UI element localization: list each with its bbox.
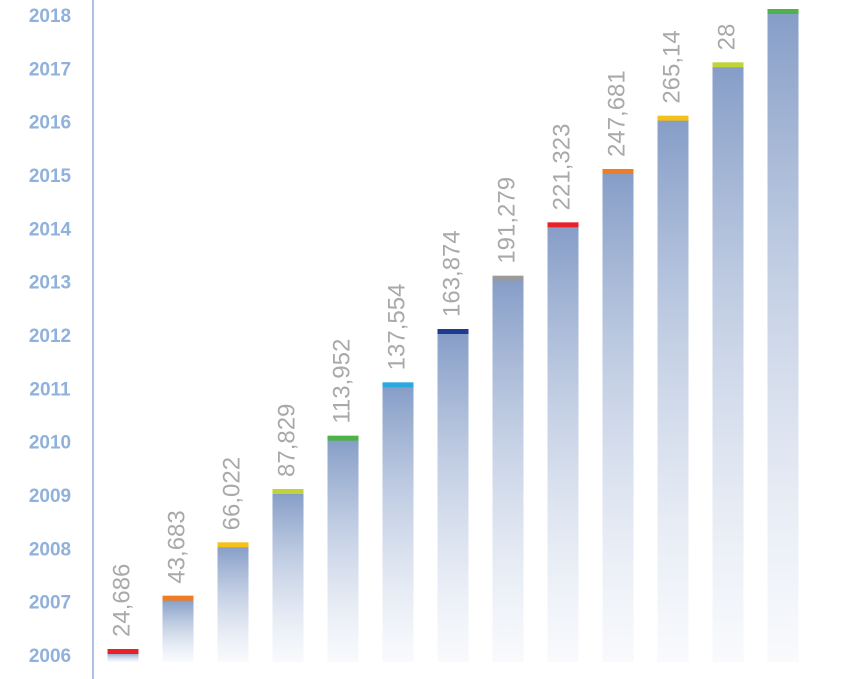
bar: [547, 226, 579, 663]
value-label: 66,022: [218, 457, 245, 530]
bar-cap: [547, 222, 579, 228]
bar-cap: [437, 329, 469, 334]
year-label: 2014: [29, 219, 72, 240]
year-label: 2010: [29, 433, 71, 454]
bar-cap: [217, 542, 249, 548]
year-label: 2006: [29, 646, 71, 667]
bar-cap: [272, 489, 304, 494]
bar-cap: [712, 62, 744, 68]
bar: [382, 386, 414, 662]
year-label: 2008: [29, 539, 71, 560]
value-label: 163,874: [438, 230, 465, 317]
value-label: 28: [713, 24, 740, 51]
bar-cap: [162, 595, 194, 601]
value-label: 24,686: [108, 564, 135, 637]
year-label: 2015: [29, 166, 72, 187]
year-label: 2012: [29, 326, 71, 347]
value-label: 87,829: [273, 404, 300, 477]
value-label: 113,952: [328, 339, 355, 424]
value-label: 265,14: [658, 30, 685, 103]
bar: [107, 653, 139, 662]
year-label: 2013: [29, 273, 71, 294]
value-label: 247,681: [603, 70, 630, 157]
bar-cap: [492, 275, 524, 281]
year-label: 2016: [29, 113, 71, 134]
value-label: 137,554: [383, 284, 410, 371]
value-label: 43,683: [163, 510, 190, 583]
year-label: 2017: [29, 59, 71, 80]
bar: [272, 493, 304, 662]
bar-cap: [602, 169, 634, 174]
bar-cap: [382, 382, 414, 388]
bar-cap: [657, 115, 689, 121]
bar: [492, 279, 524, 662]
bar: [162, 599, 194, 662]
value-label: 221,323: [548, 124, 575, 211]
bar: [767, 13, 799, 662]
year-label: 2018: [29, 6, 71, 27]
bar-cap: [327, 435, 359, 441]
bar: [657, 119, 689, 662]
bar: [602, 173, 634, 662]
year-label: 2007: [29, 593, 71, 614]
bar: [437, 333, 469, 662]
bar-cap: [767, 9, 799, 14]
year-label: 2009: [29, 486, 71, 507]
year-label: 2011: [29, 379, 71, 400]
bar: [327, 439, 359, 662]
bar: [712, 66, 744, 663]
value-label: 191,279: [493, 177, 520, 264]
bar-cap: [107, 649, 139, 654]
bar: [217, 546, 249, 662]
